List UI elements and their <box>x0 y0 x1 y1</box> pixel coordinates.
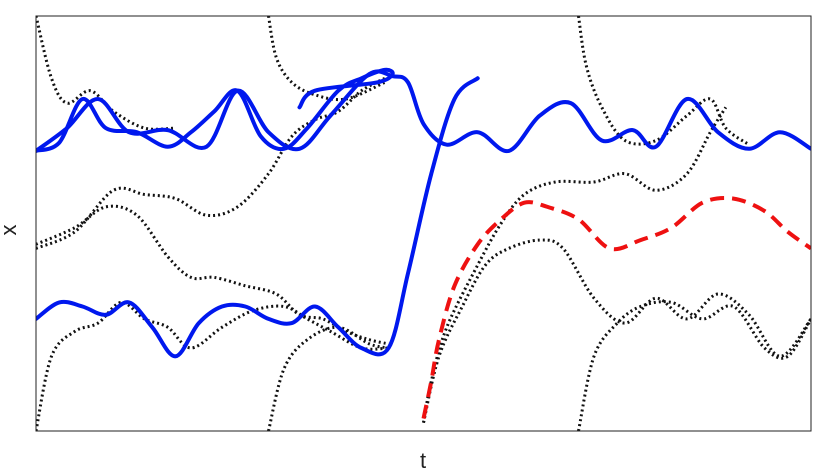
y-axis-label: x <box>0 225 21 236</box>
series-line-6-dotted <box>36 76 386 250</box>
series-layer <box>36 16 811 431</box>
series-line-3-solid <box>36 76 480 359</box>
series-line-10-dotted <box>267 325 389 431</box>
series-line-5-dotted <box>36 16 176 131</box>
x-axis-label: t <box>420 448 426 473</box>
series-line-8-dotted <box>36 300 389 431</box>
series-line-12-dotted <box>422 238 811 424</box>
series-line-14-dotted <box>577 300 811 431</box>
series-line-1-solid <box>36 67 395 153</box>
series-line-2-solid <box>36 69 811 153</box>
series-line-4-dashed <box>421 195 811 420</box>
series-line-11-dotted <box>422 106 728 423</box>
series-line-7-dotted <box>36 204 389 346</box>
plot-frame <box>35 15 812 432</box>
series-line-13-dotted <box>577 16 750 146</box>
